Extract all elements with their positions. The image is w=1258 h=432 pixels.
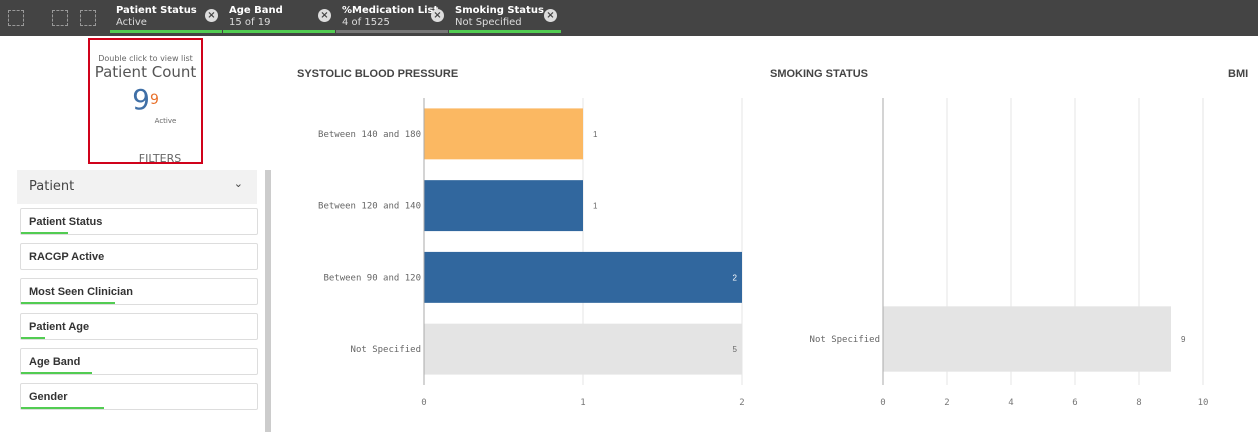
value-label: 9 [1181,335,1186,344]
kpi-title: Patient Count [94,63,197,81]
value-label: 1 [593,130,598,139]
remove[interactable]: × [431,9,444,22]
filter-item[interactable]: Most Seen Clinician [20,278,258,305]
filter-group[interactable]: Patient ⌄ [17,170,257,204]
remove[interactable]: × [318,9,331,22]
filter-item[interactable]: Patient Status [20,208,258,235]
filter-panel: Patient ⌄ Patient Status RACGP Active Most … [17,170,271,432]
filter-bar [21,302,116,304]
bar [424,180,583,232]
bar [424,251,742,303]
scrollbar [265,170,271,432]
selection-field: Age Band [229,5,283,16]
kpi-secondary: 9 [149,92,159,108]
kpi-value: 9 [132,83,150,116]
forward-button[interactable] [52,10,68,26]
selection[interactable]: Age Band 15 of 19 × [223,3,335,33]
selection[interactable]: %Medication List 4 of 1525 × [336,3,448,33]
kpi[interactable]: Double click to view list Patient Count … [88,38,203,164]
x-tick-label: 0 [421,398,426,408]
category-label: Not Specified [351,345,421,355]
chart-title: BMI [1228,68,1248,80]
x-tick-label: 6 [1072,398,1077,408]
filter-item[interactable]: RACGP Active [20,243,258,270]
kpi-hint: Double click to view list [98,54,193,63]
chart-title: SYSTOLIC BLOOD PRESSURE [297,68,458,80]
filter-items: Patient Status RACGP Active Most Seen Clin… [17,208,263,410]
selection-value: Active [116,17,147,28]
bar [424,323,742,375]
value-label: 2 [733,273,738,282]
filter-item[interactable]: Patient Age [20,313,258,340]
group-label: Patient [29,179,75,194]
x-tick-label: 8 [1136,398,1141,408]
toolbar: Patient Status Active × Age Band 15 of 19 × … [0,0,1258,36]
selection-value: 15 of 19 [229,17,271,28]
category-label: Not Specified [810,335,880,345]
selection-field: Smoking Status [455,5,544,16]
filter-bar [21,372,92,374]
x-tick-label: 2 [739,398,744,408]
filter-bar [21,407,104,409]
remove[interactable]: × [544,9,557,22]
selection-value: Not Specified [455,17,522,28]
x-tick-label: 1 [580,398,585,408]
remove[interactable]: × [205,9,218,22]
selection-field: Patient Status [116,5,197,16]
category-label: Between 120 and 140 [318,202,421,212]
x-tick-label: 0 [880,398,885,408]
chart-title: SMOKING STATUS [770,68,868,80]
kpi-secondary-label: Active [154,117,177,125]
value-label: 1 [593,202,598,211]
category-label: Between 140 and 180 [318,130,421,140]
filters-title: FILTERS [138,152,182,165]
selection-field: %Medication List [342,5,439,16]
x-tick-label: 2 [944,398,949,408]
back-button[interactable] [8,10,24,26]
selection[interactable]: Patient Status Active × [110,3,222,33]
bar [424,108,583,160]
selection-value: 4 of 1525 [342,17,390,28]
filter-bar [21,232,69,234]
bar [883,306,1171,372]
filter-item[interactable]: Age Band [20,348,258,375]
x-tick-label: 10 [1198,398,1209,408]
filter-item[interactable]: Gender [20,383,258,410]
x-tick-label: 4 [1008,398,1013,408]
value-label: 5 [733,345,738,354]
selection[interactable]: Smoking Status Not Specified × [449,3,561,33]
category-label: Between 90 and 120 [323,273,421,283]
clear-button[interactable] [80,10,96,26]
filter-bar [21,337,45,339]
